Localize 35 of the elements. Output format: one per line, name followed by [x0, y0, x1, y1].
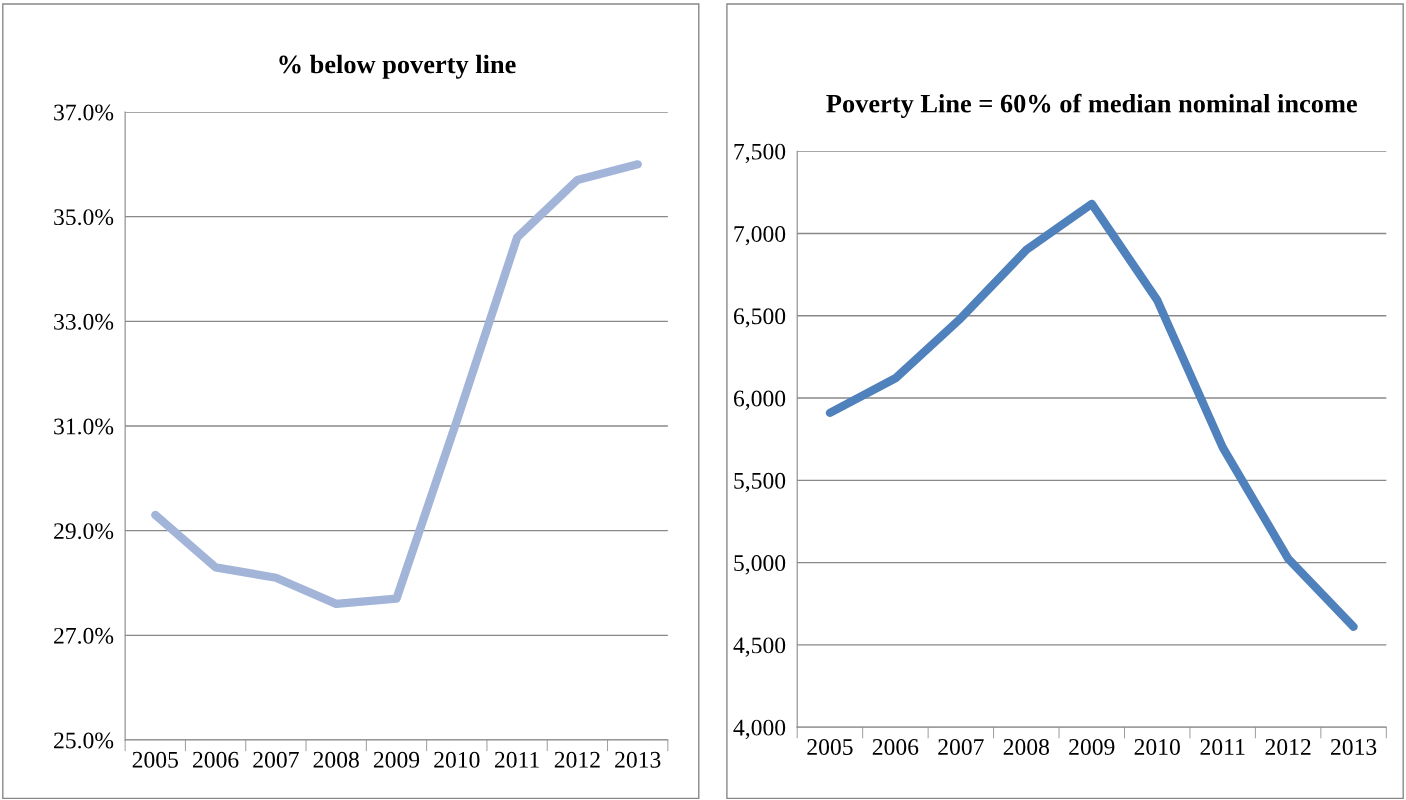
x-tick-label: 2012	[554, 751, 600, 768]
y-tick-label: 29.0%	[54, 523, 114, 540]
y-tick-label: 7,500	[734, 143, 786, 164]
chart-title: % below poverty line	[279, 54, 516, 79]
x-tick-label: 2006	[872, 738, 919, 755]
y-tick-label: 4,500	[733, 637, 786, 657]
y-tick-label: 5,000	[734, 555, 786, 575]
y-tick-label: 27.0%	[54, 627, 114, 644]
x-tick-label: 2006	[193, 751, 239, 768]
x-tick-label: 2013	[1331, 738, 1377, 755]
y-tick-label: 4,000	[733, 719, 786, 740]
x-tick-label: 2008	[313, 751, 359, 768]
y-tick-label: 25.0%	[54, 732, 114, 749]
x-tick-label: 2012	[1265, 738, 1311, 755]
y-tick-label: 37.0%	[54, 104, 114, 121]
x-tick-label: 2007	[253, 751, 299, 768]
x-tick-label: 2008	[1003, 738, 1050, 755]
x-tick-label: 2009	[373, 751, 420, 768]
chart-title: Poverty Line = 60% of median nominal income	[826, 93, 1357, 119]
x-tick-label: 2005	[807, 738, 853, 755]
x-tick-label: 2013	[615, 751, 661, 768]
x-tick-label: 2011	[494, 751, 539, 768]
x-tick-label: 2005	[132, 751, 178, 768]
x-tick-label: 2009	[1069, 738, 1115, 755]
y-tick-label: 7,000	[734, 225, 786, 246]
x-tick-label: 2007	[938, 738, 984, 755]
x-tick-label: 2010	[434, 751, 480, 768]
y-tick-label: 33.0%	[54, 313, 114, 330]
y-tick-label: 6,000	[733, 390, 786, 410]
x-tick-label: 2010	[1134, 738, 1180, 755]
y-tick-label: 5,500	[734, 472, 786, 493]
y-tick-label: 6,500	[733, 308, 786, 328]
y-tick-label: 35.0%	[54, 209, 114, 226]
x-tick-label: 2011	[1200, 738, 1245, 755]
y-tick-label: 31.0%	[54, 418, 114, 435]
